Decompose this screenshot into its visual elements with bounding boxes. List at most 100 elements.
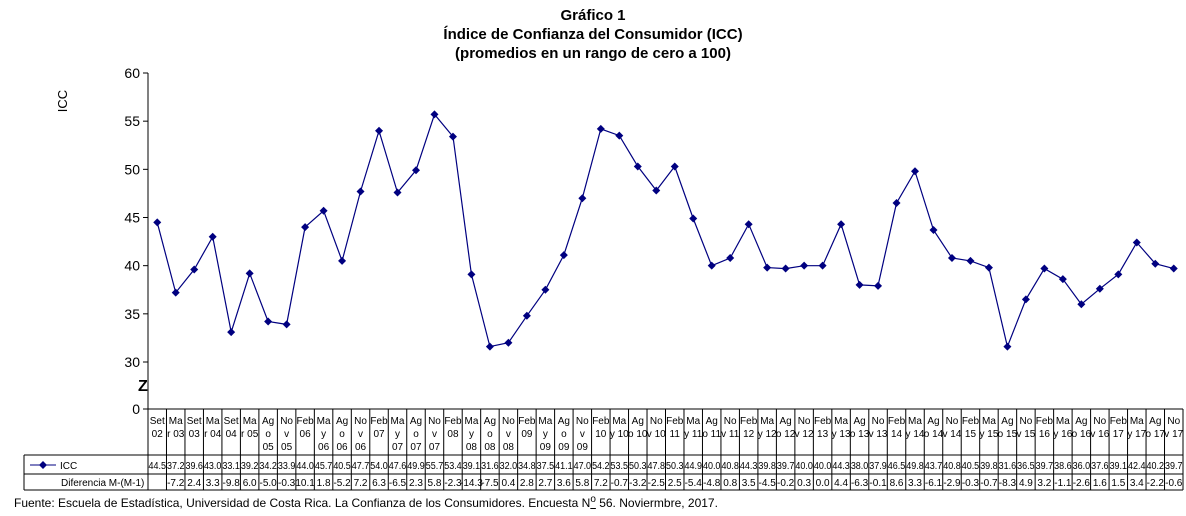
diferencia-value-cell: -6.5 [389, 478, 407, 489]
icc-point [153, 218, 162, 227]
category-label: Feb [814, 416, 832, 427]
diferencia-value-cell: 8.6 [890, 478, 904, 489]
category-label: 11 [670, 429, 681, 440]
diferencia-value-cell: -7.5 [481, 478, 499, 489]
category-label: r 04 [204, 429, 222, 440]
category-label: 07 [392, 442, 404, 453]
icc-value-cell: 47.0 [574, 461, 592, 472]
icc-value-cell: 50.3 [666, 461, 684, 472]
icc-value-cell: 42.4 [1128, 461, 1146, 472]
icc-point [1169, 264, 1178, 273]
category-label: Ma [1130, 416, 1144, 427]
legend-marker [39, 461, 47, 469]
icc-value-cell: 39.1 [1110, 461, 1128, 472]
category-label: v [284, 429, 289, 440]
category-label: 02 [152, 429, 164, 440]
category-label: 08 [484, 442, 496, 453]
category-label: v 14 [943, 429, 962, 440]
icc-value-cell: 33.9 [278, 461, 296, 472]
diferencia-value-cell: 3.3 [206, 478, 220, 489]
diferencia-value-cell: -0.7 [611, 478, 629, 489]
y-axis: 0 30 35 40 45 50 55 60 Z ICC [55, 65, 149, 417]
icc-value-cell: 37.6 [1091, 461, 1109, 472]
category-label: Feb [592, 416, 610, 427]
y-tick-label: 35 [124, 306, 140, 322]
diferencia-value-cell: 4.9 [1019, 478, 1033, 489]
icc-point [430, 110, 439, 119]
category-label: o [265, 429, 271, 440]
category-label: Ma [982, 416, 996, 427]
category-label: r 05 [241, 429, 259, 440]
category-label: o [561, 429, 567, 440]
category-label: 16 [1039, 429, 1051, 440]
icc-point [1095, 284, 1104, 293]
icc-point [1003, 342, 1012, 351]
category-label: Set [150, 416, 165, 427]
icc-value-cell: 39.7 [1036, 461, 1054, 472]
icc-value-cell: 41.1 [555, 461, 573, 472]
icc-point [744, 220, 753, 229]
legend-label-diferencia: Diferencia M-(M-1) [61, 478, 144, 489]
category-label: o 10 [628, 429, 648, 440]
category-label: y 15 [979, 429, 998, 440]
icc-point [375, 126, 384, 135]
icc-point [818, 261, 827, 270]
category-label: 04 [226, 429, 238, 440]
category-label: Ma [908, 416, 922, 427]
source-text: Fuente: Escuela de Estadística, Universi… [14, 496, 591, 510]
category-label: Ma [317, 416, 331, 427]
icc-point [1040, 264, 1049, 273]
icc-point [522, 311, 531, 320]
diferencia-value-cell: 6.3 [372, 478, 386, 489]
icc-value-cell: 43.7 [925, 461, 943, 472]
icc-point [504, 338, 513, 347]
icc-value-cell: 38.6 [1054, 461, 1072, 472]
category-label: y 12 [758, 429, 777, 440]
icc-point [984, 263, 993, 272]
icc-point [800, 261, 809, 270]
icc-value-cell: 37.9 [869, 461, 887, 472]
diferencia-value-cell: -2.2 [1147, 478, 1165, 489]
icc-point [411, 166, 420, 175]
diferencia-value-cell: -2.3 [444, 478, 462, 489]
icc-point [319, 206, 328, 215]
diferencia-value-cell: -5.4 [685, 478, 703, 489]
diferencia-value-cell: 5.8 [575, 478, 589, 489]
icc-value-cell: 40.0 [795, 461, 813, 472]
icc-value-cell: 33.1 [222, 461, 240, 472]
category-label: y [321, 429, 326, 440]
icc-point [190, 265, 199, 274]
category-label: Feb [296, 416, 314, 427]
category-label: Ag [484, 416, 496, 427]
y-axis-title: ICC [55, 90, 70, 112]
diferencia-value-cell: -9.8 [223, 478, 241, 489]
icc-point [596, 124, 605, 133]
category-label: 06 [300, 429, 312, 440]
icc-point [1132, 238, 1141, 247]
icc-point [652, 186, 661, 195]
icc-value-cell: 47.7 [352, 461, 370, 472]
category-label: 09 [577, 442, 589, 453]
diferencia-value-cell: 7.2 [594, 478, 608, 489]
icc-point [947, 253, 956, 262]
diferencia-value-cell: -4.5 [759, 478, 777, 489]
diferencia-value-cell: -8.3 [999, 478, 1017, 489]
y-tick-label: 50 [124, 161, 140, 177]
icc-point [837, 220, 846, 229]
category-label: o [487, 429, 493, 440]
category-label: No [872, 416, 885, 427]
category-label: v [432, 429, 437, 440]
category-label: 14 [891, 429, 903, 440]
category-label: Ma [538, 416, 552, 427]
icc-point [227, 328, 236, 337]
category-label: Ma [169, 416, 183, 427]
y-tick-label: 60 [124, 65, 140, 81]
icc-value-cell: 37.5 [537, 461, 555, 472]
diferencia-value-cell: 0.4 [501, 478, 515, 489]
diferencia-value-cell: -0.6 [1165, 478, 1183, 489]
icc-value-cell: 45.7 [315, 461, 333, 472]
icc-value-cell: 39.1 [463, 461, 481, 472]
diferencia-value-cell: 3.3 [908, 478, 922, 489]
category-label: No [428, 416, 441, 427]
icc-point [264, 317, 273, 326]
